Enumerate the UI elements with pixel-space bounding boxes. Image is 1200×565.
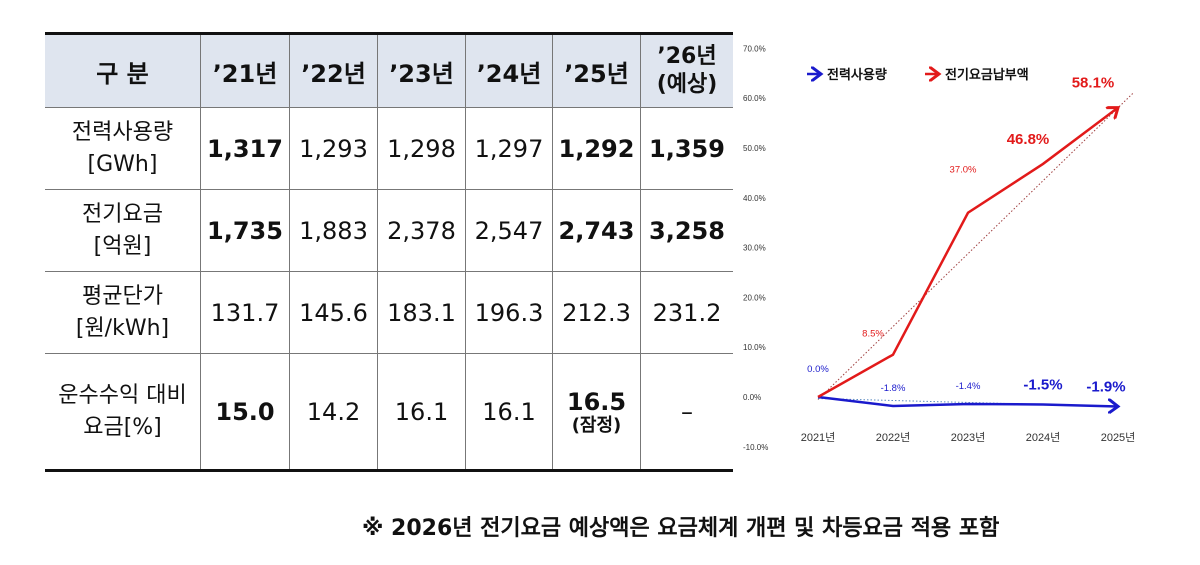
column-header: ’21년 bbox=[200, 33, 290, 108]
x-tick-label: 2023년 bbox=[951, 431, 986, 444]
series-line bbox=[817, 395, 1118, 406]
table-row: 평균단가 [원/kWh] 131.7 145.6 183.1 196.3 212.3 231.… bbox=[45, 271, 733, 354]
column-header: ’22년 bbox=[289, 33, 378, 108]
table-cell: 1,317 bbox=[200, 107, 290, 190]
table-row: 전력사용량 [GWh] 1,317 1,293 1,298 1,297 1,292 1,359 bbox=[45, 107, 733, 190]
data-label: 58.1% bbox=[1072, 75, 1115, 92]
table-cell: – bbox=[640, 353, 733, 471]
row-label: 운수수익 대비 요금[%] bbox=[45, 353, 201, 471]
row-label: 전기요금 [억원] bbox=[45, 189, 201, 272]
column-header: ’24년 bbox=[465, 33, 553, 108]
table-row: 전기요금 [억원] 1,735 1,883 2,378 2,547 2,743 3,258 bbox=[45, 189, 733, 272]
table-cell: 16.5 (잠정) bbox=[552, 353, 641, 471]
data-label: -1.9% bbox=[1086, 378, 1125, 395]
y-tick-label: 20.0% bbox=[743, 293, 766, 302]
provisional-note: (잠정) bbox=[571, 414, 622, 436]
table-cell: 1,883 bbox=[289, 189, 378, 272]
y-tick-label: 60.0% bbox=[743, 94, 766, 103]
x-tick-label: 2021년 bbox=[801, 431, 836, 444]
y-tick-label: 10.0% bbox=[743, 343, 766, 352]
series-line bbox=[817, 108, 1118, 399]
data-label: -1.8% bbox=[881, 383, 906, 394]
row-label: 전력사용량 [GWh] bbox=[45, 107, 201, 190]
table-cell: 14.2 bbox=[289, 353, 378, 471]
table-cell: 2,378 bbox=[377, 189, 466, 272]
table-cell: 15.0 bbox=[200, 353, 290, 471]
data-label: 37.0% bbox=[950, 165, 977, 176]
data-label: 46.8% bbox=[1007, 131, 1050, 148]
data-label: -1.5% bbox=[1023, 376, 1062, 393]
table-cell: 1,293 bbox=[289, 107, 378, 190]
y-tick-label: 40.0% bbox=[743, 194, 766, 203]
x-tick-label: 2025년 bbox=[1101, 431, 1136, 444]
y-tick-label: 70.0% bbox=[743, 44, 766, 53]
trendline bbox=[817, 397, 1119, 407]
table-cell: 16.1 bbox=[377, 353, 466, 471]
table-cell: 131.7 bbox=[200, 271, 290, 354]
table-cell: 1,297 bbox=[465, 107, 553, 190]
table-cell: 3,258 bbox=[640, 189, 733, 272]
table-cell: 212.3 bbox=[552, 271, 641, 354]
row-label: 평균단가 [원/kWh] bbox=[45, 271, 201, 354]
legend-label: 전력사용량 bbox=[827, 67, 887, 83]
trendline bbox=[817, 92, 1134, 400]
y-tick-label: -10.0% bbox=[743, 443, 768, 452]
y-tick-label: 30.0% bbox=[743, 244, 766, 253]
column-header: ’26년 (예상) bbox=[640, 33, 733, 108]
column-header: ’23년 bbox=[377, 33, 466, 108]
table-cell: 1,735 bbox=[200, 189, 290, 272]
header-row: 구 분 ’21년 ’22년 ’23년 ’24년 ’25년 ’26년 (예상) bbox=[45, 33, 733, 108]
table-cell: 231.2 bbox=[640, 271, 733, 354]
data-label: -1.4% bbox=[956, 381, 981, 392]
table-cell: 1,298 bbox=[377, 107, 466, 190]
table-cell: 145.6 bbox=[289, 271, 378, 354]
table-cell: 2,547 bbox=[465, 189, 553, 272]
data-label: 8.5% bbox=[862, 329, 884, 340]
footnote: ※ 2026년 전기요금 예상액은 요금체계 개편 및 차등요금 적용 포함 bbox=[362, 516, 1000, 541]
x-tick-label: 2024년 bbox=[1026, 431, 1061, 444]
y-tick-label: 0.0% bbox=[743, 393, 761, 402]
table-row: 운수수익 대비 요금[%] 15.0 14.2 16.1 16.1 16.5 (잠정) – bbox=[45, 353, 733, 471]
table-cell: 2,743 bbox=[552, 189, 641, 272]
column-header: 구 분 bbox=[45, 33, 201, 108]
table-cell: 1,292 bbox=[552, 107, 641, 190]
table-cell: 16.1 bbox=[465, 353, 553, 471]
column-header: ’25년 bbox=[552, 33, 641, 108]
y-tick-label: 50.0% bbox=[743, 144, 766, 153]
legend-label: 전기요금납부액 bbox=[945, 67, 1029, 83]
table-cell: 1,359 bbox=[640, 107, 733, 190]
growth-chart: -10.0% 0.0% 10.0% 20.0% 30.0% 40.0% 50.0% 60.0%… bbox=[743, 44, 1136, 452]
table-cell: 196.3 bbox=[465, 271, 553, 354]
table-cell: 183.1 bbox=[377, 271, 466, 354]
data-label: 0.0% bbox=[807, 364, 829, 375]
data-table: 구 분 ’21년 ’22년 ’23년 ’24년 ’25년 ’26년 (예상) 전력사용량 [GW… bbox=[45, 32, 733, 472]
x-tick-label: 2022년 bbox=[876, 431, 911, 444]
